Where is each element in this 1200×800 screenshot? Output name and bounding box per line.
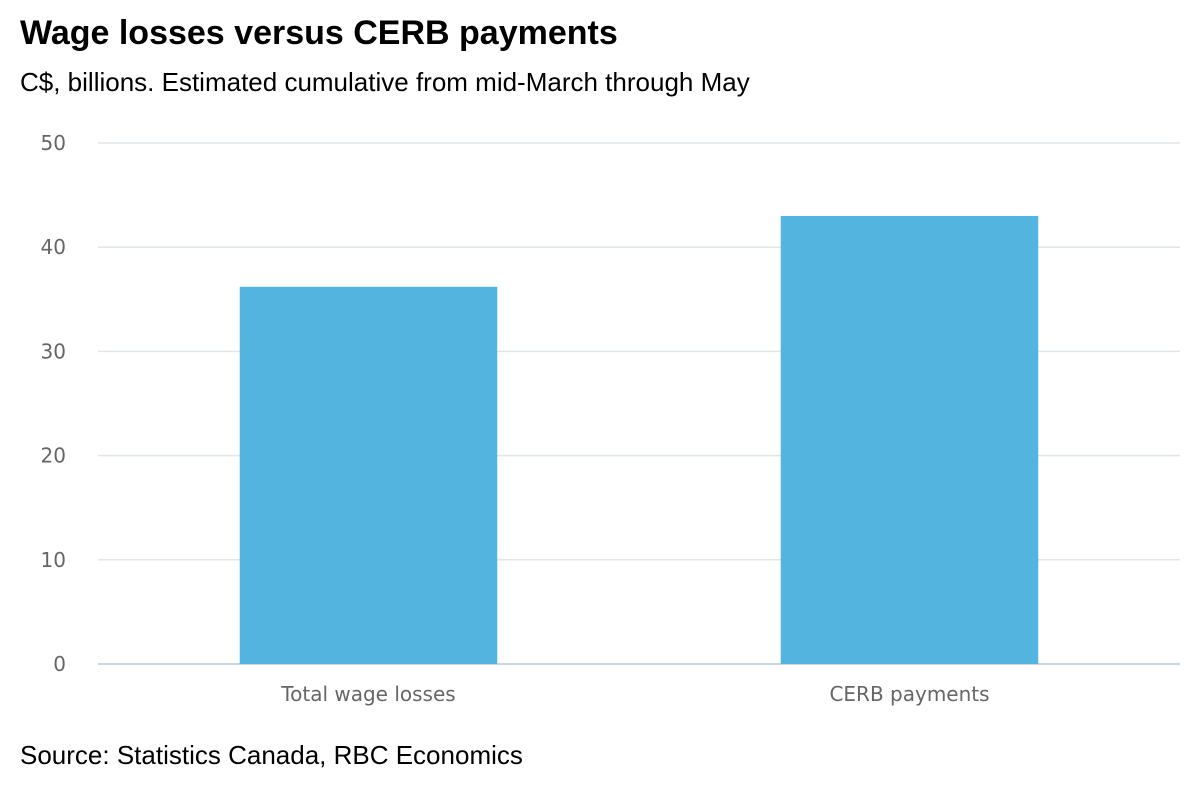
y-tick-label: 30 xyxy=(41,339,66,363)
chart-subtitle: C$, billions. Estimated cumulative from … xyxy=(20,67,750,97)
bars xyxy=(239,215,1039,664)
chart-title: Wage losses versus CERB payments xyxy=(20,14,618,52)
bar-total-wage-losses xyxy=(239,286,498,664)
y-tick-label: 10 xyxy=(41,548,66,572)
y-tick-label: 50 xyxy=(41,131,66,155)
bar-cerb-payments xyxy=(780,215,1039,664)
y-tick-label: 20 xyxy=(41,444,66,468)
y-tick-label: 40 xyxy=(41,235,66,259)
x-category-label: CERB payments xyxy=(829,682,989,706)
y-tick-label: 0 xyxy=(53,652,66,676)
source-note: Source: Statistics Canada, RBC Economics xyxy=(20,740,523,770)
x-axis-labels: Total wage losses CERB payments xyxy=(280,682,989,706)
y-axis-ticks: 0 10 20 30 40 50 xyxy=(41,131,66,676)
x-category-label: Total wage losses xyxy=(280,682,455,706)
